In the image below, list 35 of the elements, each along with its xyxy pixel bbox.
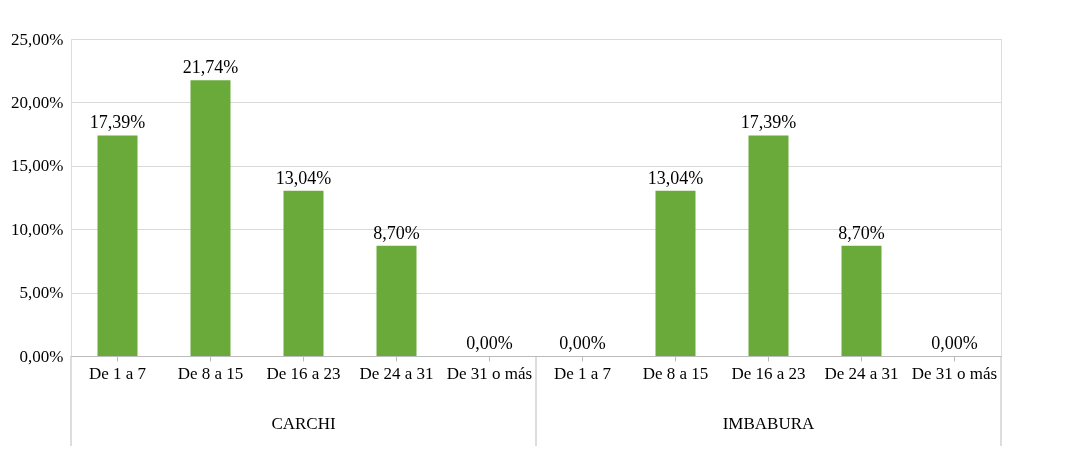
text: CARCHI [271,414,336,433]
bar [190,80,231,356]
data-label: 8,70% [838,222,885,243]
data-label: 21,74% [182,57,239,78]
x-tick-label: De 24 a 31 [824,363,899,383]
text: IMBABURA [722,414,816,433]
x-tick-label: De 16 a 23 [266,363,341,383]
y-tick-label: 25,00% [11,29,64,49]
bar [748,135,789,356]
x-tick-label: De 31 o más [446,363,533,383]
y-tick-label: 10,00% [11,219,64,239]
data-label: 0,00% [559,333,606,353]
y-tick-label: 15,00% [11,156,64,176]
x-tick-label: De 31 o más [911,363,998,383]
y-tick-label: 0,00% [19,346,64,366]
x-tick-label: De 1 a 7 [553,363,612,383]
bar [376,245,417,356]
data-label: 0,00% [466,333,513,353]
data-label: 17,39% [89,112,146,133]
x-tick-label: De 8 a 15 [642,363,709,383]
data-label: 8,70% [373,222,420,243]
bar [283,190,324,356]
bar [655,190,696,356]
x-tick-label: De 1 a 7 [88,363,147,383]
x-tick-label: De 24 a 31 [359,363,434,383]
data-label: 13,04% [275,167,332,188]
bar [841,245,882,356]
data-label: 17,39% [740,112,797,133]
y-tick-label: 20,00% [11,92,64,112]
data-label: 13,04% [647,167,704,188]
x-tick-label: De 8 a 15 [177,363,244,383]
bar [97,135,138,356]
y-tick-label: 5,00% [19,283,64,303]
data-label: 0,00% [931,333,978,353]
x-tick-label: De 16 a 23 [731,363,806,383]
